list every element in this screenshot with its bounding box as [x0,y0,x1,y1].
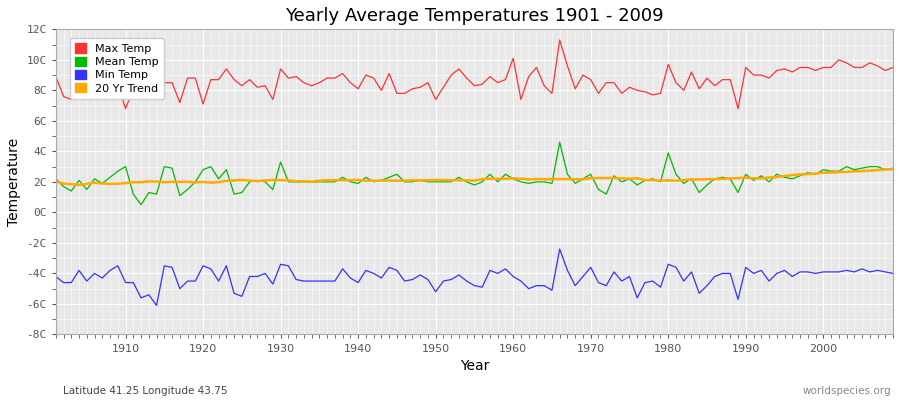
Max Temp [291,74,302,79]
Max Temp [616,91,627,96]
Mean Temp [50,176,61,181]
Mean Temp [112,169,123,174]
Mean Temp [508,176,518,181]
20 Yr Trend [74,182,85,187]
Max Temp [121,106,131,111]
Max Temp [508,56,518,61]
Min Temp [516,279,526,284]
Max Temp [554,38,565,42]
20 Yr Trend [516,176,526,181]
Legend: Max Temp, Mean Temp, Min Temp, 20 Yr Trend: Max Temp, Mean Temp, Min Temp, 20 Yr Tre… [69,38,165,99]
Min Temp [508,274,518,279]
Min Temp [887,271,898,276]
Min Temp [112,264,123,268]
Mean Temp [338,175,348,180]
Max Temp [112,82,123,87]
Min Temp [50,274,61,279]
Line: Mean Temp: Mean Temp [56,142,893,205]
Line: Max Temp: Max Temp [56,40,893,109]
Mean Temp [516,180,526,184]
Mean Temp [887,166,898,170]
20 Yr Trend [608,176,619,180]
Max Temp [338,71,348,76]
Title: Yearly Average Temperatures 1901 - 2009: Yearly Average Temperatures 1901 - 2009 [285,7,663,25]
Text: Latitude 41.25 Longitude 43.75: Latitude 41.25 Longitude 43.75 [63,386,228,396]
Line: 20 Yr Trend: 20 Yr Trend [56,169,893,185]
Min Temp [291,277,302,282]
Mean Temp [616,180,627,184]
20 Yr Trend [291,179,302,184]
Line: Min Temp: Min Temp [56,249,893,306]
Min Temp [151,303,162,308]
Max Temp [50,74,61,79]
Mean Temp [136,202,147,207]
Min Temp [338,266,348,271]
20 Yr Trend [121,181,131,186]
Max Temp [516,97,526,102]
20 Yr Trend [887,167,898,172]
Text: worldspecies.org: worldspecies.org [803,386,891,396]
Max Temp [887,65,898,70]
20 Yr Trend [50,179,61,184]
20 Yr Trend [508,176,518,181]
Mean Temp [554,140,565,144]
Min Temp [616,279,627,284]
20 Yr Trend [338,178,348,183]
Min Temp [554,247,565,252]
Y-axis label: Temperature: Temperature [7,138,21,226]
Mean Temp [291,180,302,184]
X-axis label: Year: Year [460,359,489,373]
